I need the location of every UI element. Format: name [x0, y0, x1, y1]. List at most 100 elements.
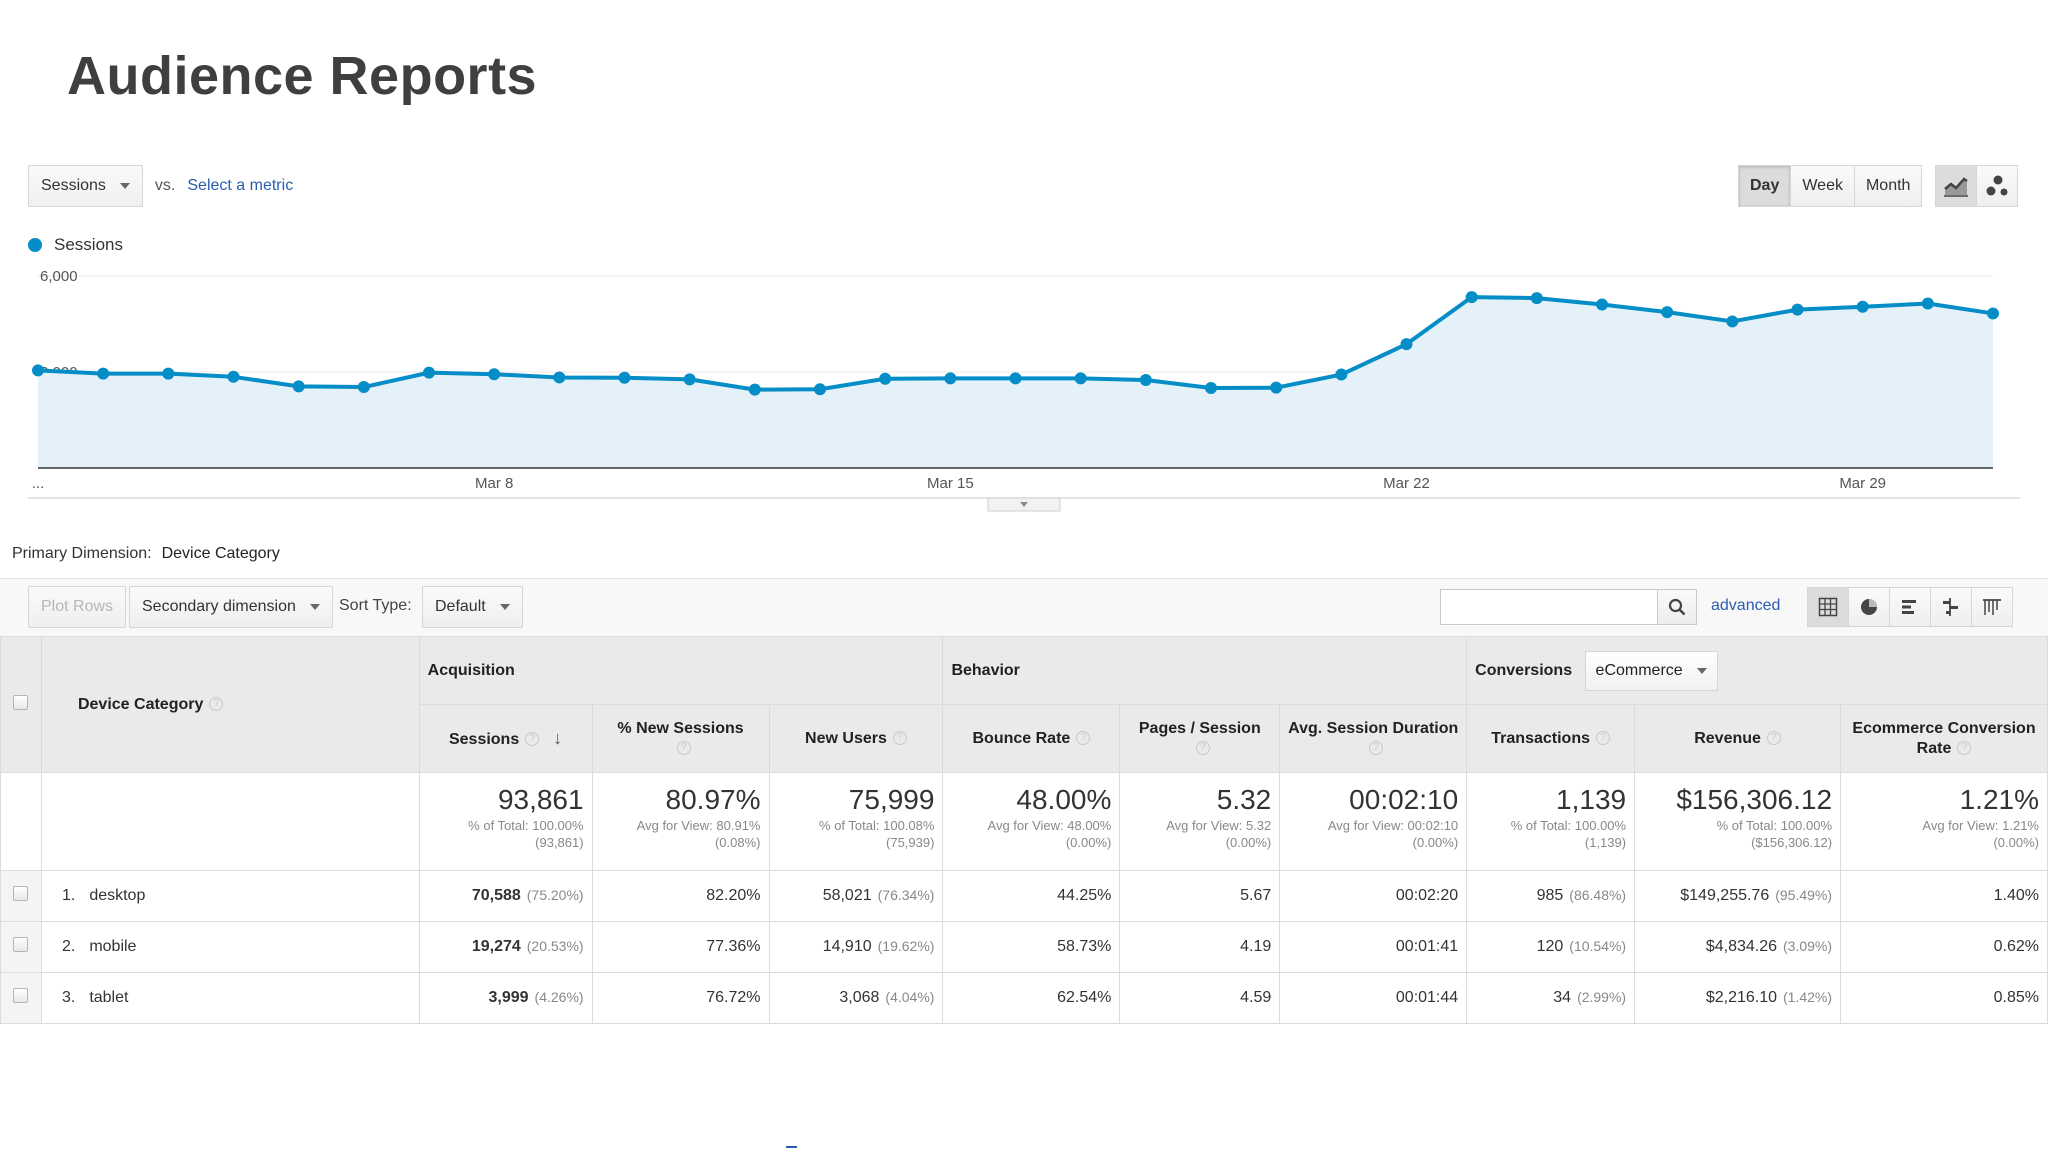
primary-dimension-value[interactable]: Device Category: [161, 545, 280, 562]
revenue-value: $149,255.76: [1680, 887, 1770, 904]
week-button[interactable]: Week: [1790, 165, 1855, 207]
col-conversion-rate[interactable]: Ecommerce Conversion Rate?: [1840, 704, 2048, 773]
data-point: [162, 367, 175, 380]
line-chart-icon: [1944, 177, 1968, 197]
row-checkbox[interactable]: [13, 886, 29, 901]
new-users-value: 3,068: [839, 989, 880, 1006]
totals-cell: $156,306.12 % of Total: 100.00% ($156,306.…: [1634, 772, 1842, 871]
table-search-input[interactable]: [1440, 589, 1658, 625]
select-all-checkbox[interactable]: [13, 694, 29, 710]
help-icon[interactable]: ?: [892, 731, 907, 746]
motion-chart-button[interactable]: [1976, 165, 2018, 207]
col-bounce-rate[interactable]: Bounce Rate?: [942, 704, 1121, 773]
totals-line1: Avg for View: 80.91%: [636, 818, 761, 833]
month-button[interactable]: Month: [1853, 165, 1923, 207]
chevron-down-icon: [499, 604, 510, 610]
col-pages-session[interactable]: Pages / Session?: [1119, 704, 1281, 773]
sessions-value: 3,999: [488, 989, 529, 1006]
help-icon[interactable]: ?: [525, 732, 540, 747]
col-avg-duration[interactable]: Avg. Session Duration?: [1279, 704, 1468, 773]
device-category-header[interactable]: Device Category?: [40, 636, 420, 773]
new-users-pct: (4.04%): [885, 989, 935, 1005]
term-cloud-view-button[interactable]: [1971, 587, 2013, 627]
totals-line2: (1,139): [1584, 835, 1627, 850]
table-toolbar: Plot Rows Secondary dimension Sort Type:…: [0, 578, 2048, 636]
totals-line2: (0.00%): [1412, 835, 1459, 850]
day-button[interactable]: Day: [1738, 165, 1792, 207]
data-view-button[interactable]: [1807, 587, 1849, 627]
secondary-dimension-dropdown[interactable]: Secondary dimension: [129, 586, 333, 628]
help-icon[interactable]: ?: [1076, 731, 1091, 746]
performance-view-button[interactable]: [1889, 587, 1931, 627]
data-point: [97, 367, 110, 380]
data-point: [1074, 372, 1087, 385]
data-point: [1726, 315, 1739, 328]
percentage-view-button[interactable]: [1848, 587, 1890, 627]
revenue-value: $4,834.26: [1705, 938, 1778, 955]
help-icon[interactable]: ?: [209, 697, 224, 712]
vs-label: vs.: [154, 177, 176, 194]
col-bounce-rate-label: Bounce Rate: [972, 729, 1071, 747]
totals-line2: (75,939): [886, 835, 935, 850]
transactions-value: 985: [1536, 887, 1564, 904]
sessions-pct: (75.20%): [526, 887, 584, 903]
data-point: [357, 381, 370, 394]
device-link[interactable]: mobile: [89, 938, 137, 955]
pages-session-cell: 4.19: [1119, 921, 1281, 973]
metric-dropdown[interactable]: Sessions: [28, 165, 143, 207]
row-checkbox[interactable]: [13, 937, 29, 952]
new-users-pct: (19.62%): [877, 938, 935, 954]
help-icon[interactable]: ?: [676, 741, 691, 756]
help-icon[interactable]: ?: [1195, 741, 1210, 756]
device-link[interactable]: tablet: [89, 989, 129, 1006]
totals-line2: ($156,306.12): [1751, 835, 1833, 850]
metric-dropdown-label: Sessions: [41, 177, 106, 194]
help-icon[interactable]: ?: [1957, 741, 1972, 756]
comparison-view-button[interactable]: [1930, 587, 1972, 627]
device-category-header-label: Device Category: [77, 695, 204, 713]
data-point: [1205, 382, 1217, 394]
row-checkbox-cell: [0, 870, 42, 922]
plot-rows-button[interactable]: Plot Rows: [28, 586, 127, 628]
help-icon[interactable]: ?: [1766, 731, 1781, 746]
data-point: [32, 364, 44, 377]
totals-cell: 00:02:10 Avg for View: 00:02:10 (0.00%): [1279, 772, 1468, 871]
totals-cell: 48.00% Avg for View: 48.00% (0.00%): [942, 772, 1121, 871]
resize-arrow-icon: [1020, 502, 1028, 507]
col-new-sessions[interactable]: % New Sessions?: [591, 704, 770, 773]
totals-value: $156,306.12: [1676, 784, 1833, 815]
advanced-filter-link[interactable]: advanced: [1711, 597, 1781, 614]
transactions-cell: 34 (2.99%): [1466, 972, 1636, 1024]
help-icon[interactable]: ?: [1595, 731, 1610, 746]
sort-type-dropdown[interactable]: Default: [422, 586, 523, 628]
table-view-group: [1807, 587, 2013, 627]
sort-type-label: Sort Type:: [339, 597, 412, 614]
table-column-header: Sessions? ↓ % New Sessions? New Users? Bo…: [1, 704, 2048, 773]
table-row: 1. desktop 70,588 (75.20%) 82.20% 58,021 (76.3…: [0, 870, 2048, 922]
row-checkbox[interactable]: [13, 988, 29, 1003]
col-new-users-label: New Users: [805, 729, 887, 747]
pages-session-cell: 4.59: [1119, 972, 1281, 1024]
col-sessions[interactable]: Sessions? ↓: [418, 704, 593, 773]
sessions-pct: (20.53%): [526, 938, 584, 954]
search-button[interactable]: [1657, 589, 1697, 625]
duration-cell: 00:02:20: [1279, 870, 1468, 922]
col-transactions[interactable]: Transactions?: [1466, 704, 1636, 773]
select-metric-link[interactable]: Select a metric: [187, 177, 294, 194]
row-number: 1.: [61, 887, 76, 904]
help-icon[interactable]: ?: [1369, 741, 1384, 756]
duration-cell: 00:01:44: [1279, 972, 1468, 1024]
col-revenue[interactable]: Revenue?: [1634, 704, 1842, 773]
row-checkbox-cell: [0, 921, 42, 973]
secondary-dimension-label: Secondary dimension: [142, 598, 296, 615]
col-new-users[interactable]: New Users?: [768, 704, 944, 773]
device-link[interactable]: desktop: [89, 887, 146, 904]
totals-value: 00:02:10: [1349, 784, 1459, 815]
table-group-header: Device Category? Acquisition Behavior Co…: [0, 636, 2048, 773]
data-point: [814, 383, 826, 396]
table-row: 2. mobile 19,274 (20.53%) 77.36% 14,910 (19.62…: [0, 921, 2048, 973]
conversions-dropdown[interactable]: eCommerce: [1584, 650, 1718, 691]
line-chart-button[interactable]: [1935, 165, 1977, 207]
chevron-down-icon: [1696, 667, 1707, 674]
revenue-pct: (3.09%): [1783, 938, 1833, 954]
